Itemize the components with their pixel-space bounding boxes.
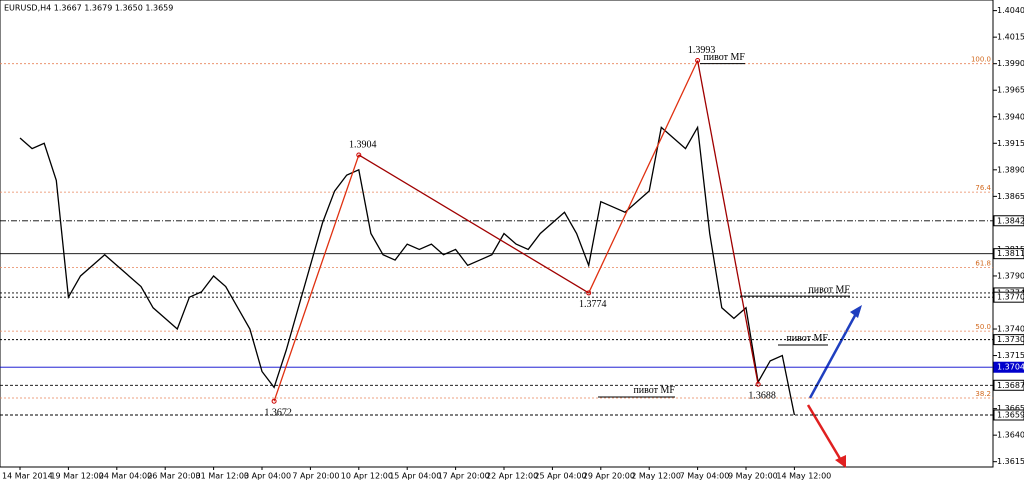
mf-label: пивот MF <box>808 284 850 295</box>
price-level-label: 1.3770 <box>997 293 1024 302</box>
zigzag <box>696 60 759 385</box>
mf-label: пивот MF <box>786 333 828 344</box>
x-tick-label: 10 Apr 12:00 <box>341 472 393 481</box>
y-tick-label: 1.3865 <box>997 192 1024 201</box>
price-level-label: 1.3730 <box>997 335 1024 344</box>
x-tick-label: 7 May 04:00 <box>680 472 730 481</box>
x-tick-label: 14 May 12:00 <box>776 472 831 481</box>
price-level-label: 1.3811 <box>997 249 1024 258</box>
price-box <box>993 409 1024 421</box>
zigzag <box>273 154 360 402</box>
x-tick-label: 19 Mar 12:00 <box>50 472 103 481</box>
x-tick-label: 29 Apr 20:00 <box>583 472 635 481</box>
price-line <box>19 125 796 416</box>
fib-label: 50.0 <box>975 323 991 331</box>
fib-label: 100.0 <box>971 56 991 64</box>
zigzag <box>588 60 699 294</box>
x-tick-label: 7 Apr 20:00 <box>292 472 339 481</box>
plot-frame <box>0 0 994 468</box>
pivot <box>271 398 277 404</box>
arrow-down-head <box>835 455 846 468</box>
zigzag <box>358 154 590 294</box>
x-tick-label: 9 May 20:00 <box>728 472 778 481</box>
mf-label: пивот MF <box>703 52 745 63</box>
y-tick-label: 1.3665 <box>997 404 1024 413</box>
price-level-label: 1.3842 <box>997 216 1024 225</box>
y-tick-label: 1.3615 <box>997 457 1024 466</box>
y-tick-label: 1.4040 <box>997 6 1024 15</box>
arrow-up <box>808 309 860 399</box>
x-tick-label: 3 Apr 04:00 <box>244 472 291 481</box>
pivot-label: 1.3993 <box>688 45 716 56</box>
mf-label: пивот MF <box>633 385 675 396</box>
x-tick-label: 26 Mar 20:00 <box>147 472 200 481</box>
pivot <box>586 290 592 296</box>
price-level-label: 1.3659 <box>997 410 1024 419</box>
pivot-label: 1.3672 <box>264 407 292 418</box>
price-level-label: 1.3687 <box>997 381 1024 390</box>
price-box <box>993 215 1024 227</box>
pivot-label: 1.3904 <box>349 139 377 150</box>
arrow-down <box>806 404 844 463</box>
x-tick-label: 31 Mar 12:00 <box>196 472 249 481</box>
fib-label: 76.4 <box>975 184 991 192</box>
price-box <box>993 361 1024 373</box>
price-box <box>993 334 1024 346</box>
price-level-label: 1.3704 <box>997 363 1024 372</box>
y-tick-label: 1.3640 <box>997 431 1024 440</box>
y-tick-label: 1.3965 <box>997 86 1024 95</box>
y-tick-label: 1.3790 <box>997 271 1024 280</box>
pivot-label: 1.3688 <box>748 391 776 402</box>
y-tick-label: 1.3715 <box>997 351 1024 360</box>
y-tick-label: 1.3890 <box>997 165 1024 174</box>
y-tick-label: 1.3740 <box>997 325 1024 334</box>
pivot <box>755 381 761 387</box>
x-tick-label: 14 Mar 2014 <box>2 472 53 481</box>
fib-label: 38.2 <box>975 390 991 398</box>
price-box <box>993 248 1024 260</box>
x-tick-label: 17 Apr 20:00 <box>438 472 490 481</box>
price-box <box>993 291 1024 303</box>
pivot <box>356 152 362 158</box>
pivot <box>695 57 701 63</box>
pivot-label: 1.3774 <box>579 299 607 310</box>
y-tick-label: 1.3940 <box>997 112 1024 121</box>
y-tick-label: 1.3990 <box>997 59 1024 68</box>
fib-label: 61.8 <box>975 259 991 267</box>
price-box <box>993 379 1024 391</box>
chart-title: EURUSD,H4 1.3667 1.3679 1.3650 1.3659 <box>4 4 173 13</box>
arrow-up-head <box>850 305 862 318</box>
x-tick-label: 22 Apr 12:00 <box>486 472 538 481</box>
y-tick-label: 1.3915 <box>997 139 1024 148</box>
x-tick-label: 2 May 12:00 <box>631 472 681 481</box>
x-tick-label: 24 Mar 04:00 <box>99 472 152 481</box>
x-tick-label: 15 Apr 04:00 <box>389 472 441 481</box>
x-tick-label: 25 Apr 04:00 <box>534 472 586 481</box>
y-tick-label: 1.4015 <box>997 33 1024 42</box>
